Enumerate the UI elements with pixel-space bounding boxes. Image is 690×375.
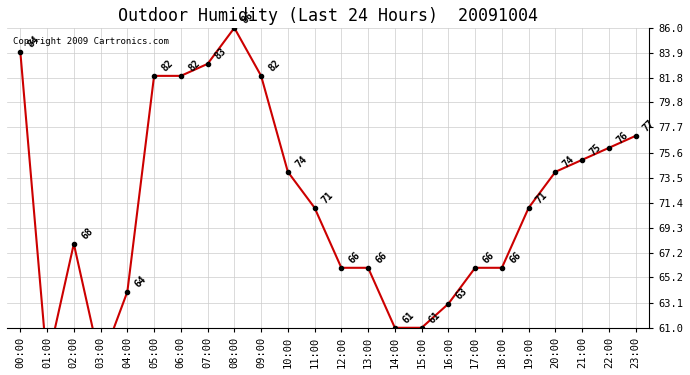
Text: 66: 66 (507, 250, 523, 265)
Text: 76: 76 (615, 130, 630, 145)
Text: 86: 86 (240, 10, 255, 25)
Text: 84: 84 (26, 34, 41, 49)
Title: Outdoor Humidity (Last 24 Hours)  20091004: Outdoor Humidity (Last 24 Hours) 2009100… (118, 7, 538, 25)
Text: 68: 68 (79, 226, 95, 241)
Text: 82: 82 (186, 58, 201, 73)
Text: 61: 61 (400, 310, 416, 325)
Text: 66: 66 (374, 250, 389, 265)
Text: Copyright 2009 Cartronics.com: Copyright 2009 Cartronics.com (13, 37, 169, 46)
Text: 66: 66 (347, 250, 362, 265)
Text: 74: 74 (561, 154, 576, 169)
Text: 82: 82 (266, 58, 282, 73)
Text: 66: 66 (481, 250, 496, 265)
Text: 82: 82 (159, 58, 175, 73)
Text: 58: 58 (0, 374, 1, 375)
Text: 71: 71 (534, 190, 549, 205)
Text: 63: 63 (454, 286, 469, 301)
Text: 61: 61 (427, 310, 442, 325)
Text: 75: 75 (588, 142, 603, 157)
Text: 64: 64 (133, 274, 148, 289)
Text: 77: 77 (641, 118, 657, 133)
Text: 74: 74 (293, 154, 309, 169)
Text: 83: 83 (213, 46, 228, 61)
Text: 71: 71 (320, 190, 335, 205)
Text: 58: 58 (0, 374, 1, 375)
